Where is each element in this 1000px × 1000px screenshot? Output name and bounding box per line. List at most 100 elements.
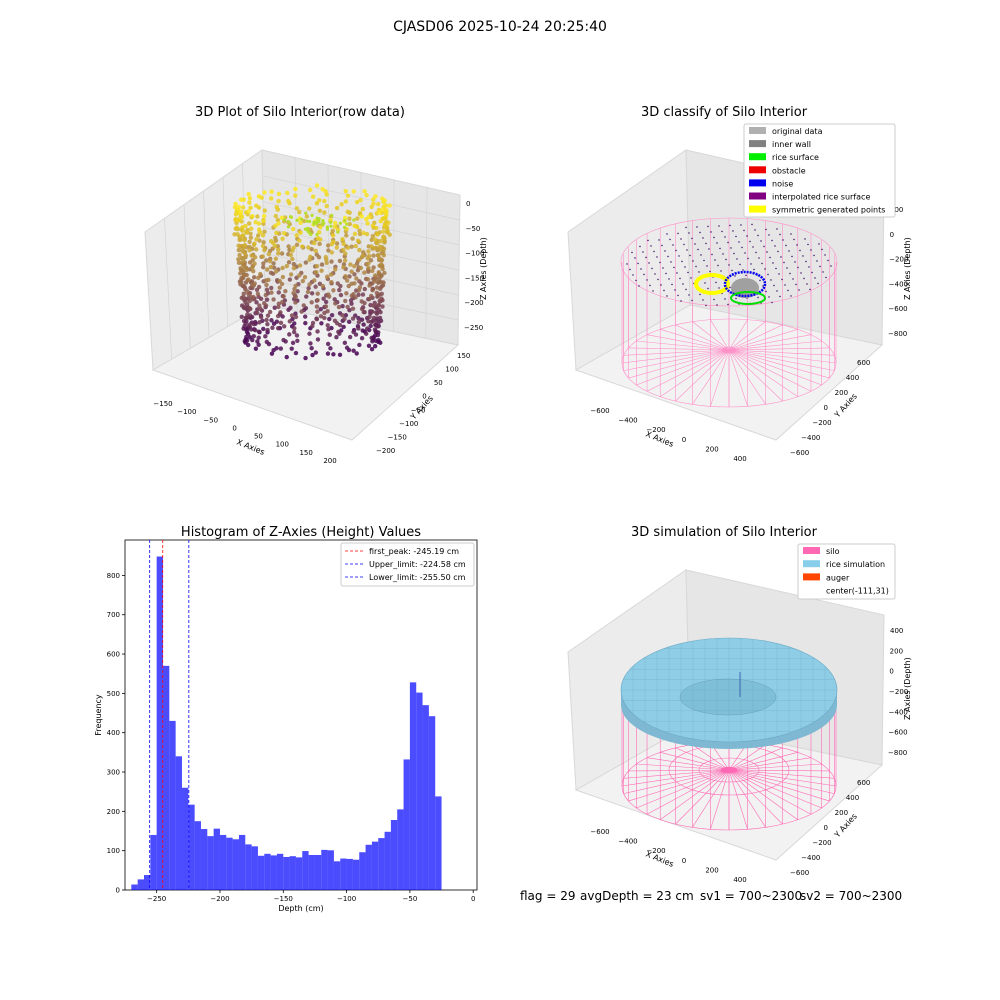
raw-point (250, 258, 255, 263)
raw-point (368, 323, 373, 329)
raw-point (269, 285, 274, 291)
raw-point (323, 254, 329, 260)
grid-dot (817, 282, 819, 285)
raw-point (303, 260, 309, 265)
raw-point (286, 225, 291, 229)
raw-point (266, 277, 271, 283)
raw-point (233, 201, 238, 207)
raw-point (326, 292, 331, 297)
raw-point (252, 261, 257, 266)
raw-point (252, 241, 257, 246)
classify-symmetric-points (694, 273, 730, 295)
raw-point (263, 292, 269, 298)
raw-point (293, 283, 298, 288)
raw-point (386, 220, 391, 226)
grid-dot (770, 279, 772, 281)
grid-dot (710, 231, 712, 233)
raw-point (319, 268, 324, 273)
raw-point (305, 289, 311, 295)
raw-point (236, 243, 241, 248)
raw-point (278, 310, 283, 315)
raw-point (252, 255, 258, 260)
raw-point (276, 304, 281, 310)
grid-dot (742, 269, 744, 271)
raw-point (329, 279, 334, 285)
raw-point (234, 225, 240, 231)
raw-point (254, 237, 259, 242)
grid-dot (757, 296, 759, 299)
grid-dot (786, 267, 788, 269)
raw-point (273, 256, 279, 261)
raw-point (344, 233, 349, 238)
legend-label: center(-111,31) (826, 587, 889, 596)
histogram-bar (200, 829, 208, 890)
raw-point (305, 227, 309, 231)
raw-point (281, 337, 286, 343)
raw-point (309, 291, 315, 296)
grid-dot (688, 232, 690, 234)
grid-dot (642, 251, 644, 253)
raw-point (286, 260, 292, 265)
raw-point (343, 313, 349, 318)
grid-dot (634, 257, 636, 259)
raw-point (312, 240, 317, 246)
raw-point (289, 215, 294, 219)
grid-dot (781, 278, 783, 281)
histogram-bar (397, 809, 404, 890)
wireframe-line (675, 324, 730, 351)
histogram-bar (270, 855, 277, 890)
tick-label: −100 (399, 420, 418, 428)
histogram-bar (321, 849, 328, 890)
raw-point (285, 190, 290, 196)
raw-point (318, 225, 323, 230)
wireframe-line (728, 747, 783, 771)
raw-point (315, 216, 319, 220)
raw-point (271, 347, 276, 353)
grid-dot (713, 236, 715, 239)
raw-point (377, 315, 383, 321)
raw-point (357, 279, 362, 284)
grid-dot (821, 248, 823, 251)
histogram-bars (131, 556, 442, 890)
grid-dot (667, 255, 669, 258)
grid-dot (692, 260, 694, 262)
raw-point (340, 236, 345, 242)
grid-dot (753, 268, 755, 271)
wireframe-line (728, 321, 766, 351)
raw-point (357, 228, 362, 233)
tick-label: 0 (889, 668, 893, 676)
raw-point (261, 301, 267, 306)
histogram-bar (435, 796, 442, 890)
raw-point (252, 281, 257, 286)
x-tick-label: 0 (471, 895, 475, 903)
grid-dot (729, 224, 731, 227)
raw-point (253, 327, 258, 333)
raw-point (372, 327, 378, 332)
raw-point (287, 332, 292, 337)
raw-point (337, 258, 343, 264)
grid-dot (789, 272, 791, 275)
grid-dot (776, 290, 778, 292)
histogram-x-label: Depth (cm) (278, 904, 323, 913)
tick-label: 200 (835, 389, 848, 397)
raw-point (342, 225, 347, 230)
raw-point (314, 317, 320, 322)
raw-point (334, 241, 340, 246)
grid-dot (795, 283, 797, 286)
raw-point (265, 327, 270, 333)
raw-point (364, 193, 369, 198)
raw-point (369, 244, 374, 249)
raw-point (261, 326, 266, 332)
tick-label: −200 (889, 256, 908, 264)
raw-point (313, 284, 318, 289)
raw-point (322, 315, 327, 321)
raw-point (377, 244, 383, 249)
grid-dot (806, 283, 808, 285)
legend-swatch (749, 166, 766, 174)
raw-point (317, 208, 323, 213)
tick-label: 150 (299, 449, 312, 457)
raw-point (248, 205, 253, 210)
raw-point (325, 309, 330, 314)
raw-point (246, 221, 252, 226)
